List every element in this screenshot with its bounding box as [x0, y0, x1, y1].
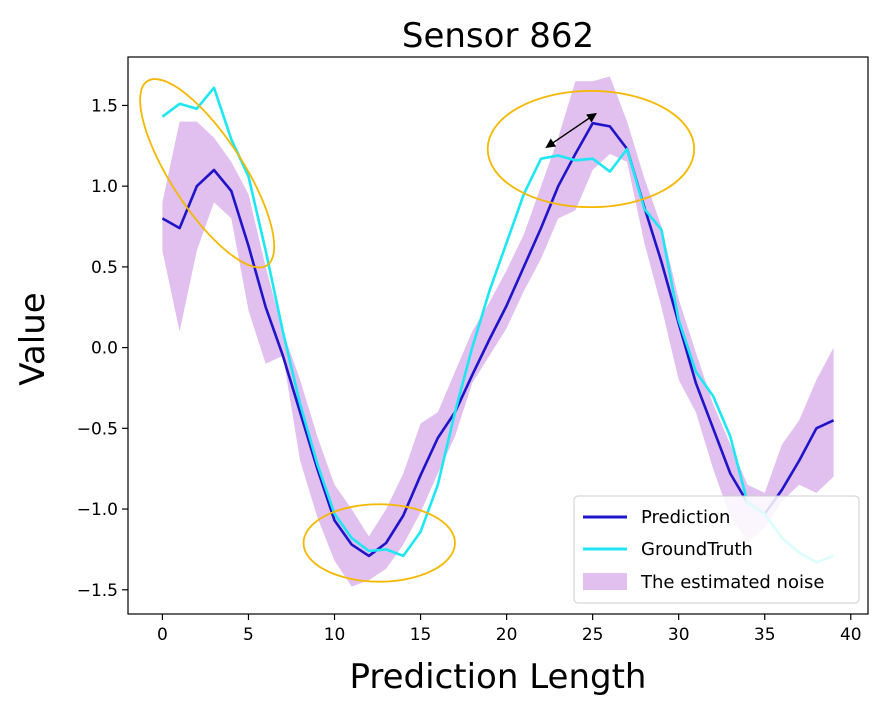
x-tick-label: 30	[668, 625, 690, 645]
highlight-ellipse-1	[302, 503, 456, 583]
series-line-groundtruth	[161, 86, 835, 564]
y-tick-label: −1.5	[77, 581, 118, 601]
series-layer	[161, 86, 835, 564]
annotation-layer	[139, 78, 696, 583]
legend-swatch-noise	[583, 573, 627, 590]
highlight-ellipse-0	[139, 78, 276, 269]
x-tick-label: 40	[840, 625, 862, 645]
legend-label-noise: The estimated noise	[640, 572, 824, 593]
highlight-ellipse-2	[486, 90, 696, 209]
legend-label-groundtruth: GroundTruth	[641, 539, 753, 560]
legend-label-prediction: Prediction	[641, 507, 730, 528]
y-axis-title: Value	[13, 292, 53, 385]
x-tick-label: 0	[157, 625, 168, 645]
x-axis-ticks: 0 5 10 15 20 25 30 35 40	[157, 614, 862, 645]
y-tick-label: 1.0	[91, 177, 118, 197]
chart-title: Sensor 862	[402, 16, 594, 56]
noise-band-layer	[162, 76, 834, 587]
x-axis-title: Prediction Length	[350, 657, 647, 697]
x-tick-label: 25	[582, 625, 604, 645]
x-tick-label: 15	[410, 625, 432, 645]
x-tick-label: 35	[754, 625, 776, 645]
y-tick-label: −1.0	[77, 500, 118, 520]
y-tick-label: 0.0	[91, 339, 118, 359]
y-tick-label: 0.5	[91, 258, 118, 278]
series-line-prediction	[161, 121, 835, 558]
legend: Prediction GroundTruth The estimated noi…	[573, 495, 860, 604]
double-arrow-annotation	[545, 112, 597, 148]
x-tick-label: 5	[243, 625, 254, 645]
y-tick-label: 1.5	[91, 96, 118, 116]
plot-area-frame	[127, 56, 869, 615]
y-axis-ticks: −1.5 −1.0 −0.5 0.0 0.5 1.0 1.5	[77, 96, 128, 601]
noise-band	[162, 76, 834, 587]
x-tick-label: 20	[496, 625, 518, 645]
x-tick-label: 10	[324, 625, 346, 645]
legend-box	[573, 495, 860, 604]
y-tick-label: −0.5	[77, 419, 118, 439]
